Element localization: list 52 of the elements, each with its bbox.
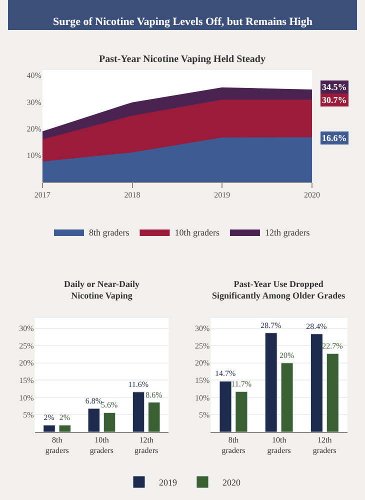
x-tick-label: 8th graders bbox=[222, 436, 246, 455]
y-tick-label: 30% bbox=[26, 98, 42, 107]
y-tick-label: 25% bbox=[19, 341, 34, 350]
x-tick-label: 2019 bbox=[214, 190, 230, 200]
legend-label: 2019 bbox=[159, 478, 178, 488]
x-tick-label: 12th graders bbox=[312, 436, 336, 455]
y-tick-label: 5% bbox=[23, 410, 34, 420]
x-tick-label: 2020 bbox=[304, 190, 320, 200]
legend-label: 10th graders bbox=[174, 228, 220, 238]
y-tick-label: 40% bbox=[26, 71, 42, 80]
y-tick-label: 20% bbox=[26, 124, 42, 134]
x-tick-label: 10th graders bbox=[90, 436, 114, 455]
data-label: 20% bbox=[280, 350, 295, 360]
x-tick-label: 12th graders bbox=[134, 436, 158, 455]
data-label: 14.7% bbox=[215, 369, 236, 378]
data-label: 34.5% bbox=[322, 82, 347, 92]
data-label: 5.6% bbox=[101, 400, 118, 410]
data-label: 28.4% bbox=[306, 322, 328, 331]
chart-title: Surge of Nicotine Vaping Levels Off, but Remains High bbox=[53, 16, 312, 28]
legend-label: 12th graders bbox=[264, 228, 310, 238]
legend-label: 8th graders bbox=[89, 228, 130, 238]
data-label: 11.7% bbox=[231, 380, 252, 389]
data-label: 2% bbox=[44, 413, 55, 422]
data-label: 2% bbox=[59, 413, 70, 422]
y-tick-label: 20% bbox=[195, 358, 210, 368]
legend-label: 2020 bbox=[222, 478, 241, 488]
y-tick-label: 20% bbox=[19, 358, 34, 368]
x-tick-label: 8th graders bbox=[45, 436, 69, 455]
chart-title: Daily or Near-Daily Nicotine Vaping bbox=[64, 279, 140, 301]
y-tick-label: 15% bbox=[195, 376, 210, 385]
data-label: 30.7% bbox=[322, 95, 347, 105]
bar bbox=[43, 424, 56, 432]
x-tick-label: 2017 bbox=[34, 190, 50, 200]
chart-subtitle: Past-Year Nicotine Vaping Held Steady bbox=[99, 54, 266, 65]
x-tick-label: 2018 bbox=[124, 190, 140, 200]
y-tick-label: 5% bbox=[199, 410, 210, 420]
data-label: 28.7% bbox=[260, 320, 282, 330]
bar bbox=[58, 424, 72, 432]
chart-title: Past-Year Use Dropped Significantly Among Older Grades bbox=[212, 279, 346, 301]
data-label: 6.8% bbox=[85, 396, 102, 406]
y-tick-label: 10% bbox=[26, 151, 42, 160]
y-tick-label: 10% bbox=[195, 393, 210, 402]
data-label: 16.6% bbox=[322, 133, 347, 143]
y-tick-label: 15% bbox=[19, 376, 34, 385]
y-tick-label: 10% bbox=[19, 393, 34, 402]
data-label: 11.6% bbox=[128, 380, 149, 389]
data-label: 22.7% bbox=[322, 342, 344, 351]
y-tick-label: 30% bbox=[195, 324, 210, 334]
y-tick-label: 30% bbox=[19, 324, 34, 334]
y-tick-label: 25% bbox=[195, 341, 210, 350]
x-tick-label: 10th graders bbox=[267, 436, 291, 455]
data-label: 8.6% bbox=[146, 390, 163, 400]
